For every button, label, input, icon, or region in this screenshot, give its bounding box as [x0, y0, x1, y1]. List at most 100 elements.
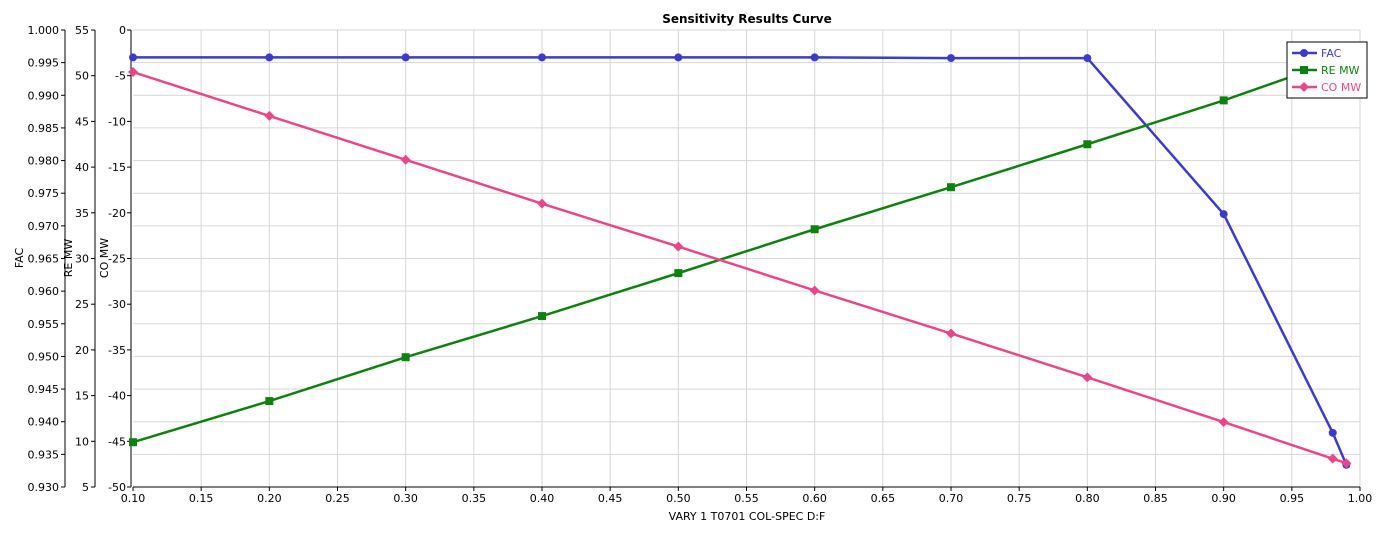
y-tick-label: 1.000 [28, 24, 60, 37]
y-tick-label: 5 [82, 481, 89, 494]
chart-title: Sensitivity Results Curve [662, 12, 832, 26]
x-tick-label: 0.85 [1143, 492, 1168, 505]
legend-item: FAC [1292, 47, 1342, 60]
grid-lines [133, 29, 1361, 487]
y-tick-label: 0.980 [28, 155, 60, 168]
data-point-re-mw [810, 225, 819, 234]
data-point-re-mw [1083, 140, 1092, 149]
series-layer [128, 53, 1352, 469]
y-tick-label: 15 [75, 390, 89, 403]
y-tick-label: -25 [108, 253, 126, 266]
data-point-re-mw [1219, 96, 1228, 105]
y-tick-label: -35 [108, 344, 126, 357]
data-point-re-mw [674, 269, 683, 278]
x-tick-label: 0.70 [939, 492, 964, 505]
x-tick-label: 0.35 [462, 492, 487, 505]
series-line [132, 70, 1347, 465]
data-point-re-mw [401, 353, 410, 362]
data-point-co-mw [1082, 372, 1093, 383]
legend-item: CO MW [1292, 81, 1361, 94]
x-tick-label: 0.95 [1280, 492, 1305, 505]
x-tick-label: 0.75 [1007, 492, 1032, 505]
x-tick-label: 0.90 [1211, 492, 1236, 505]
y-tick-label: 0.970 [28, 220, 60, 233]
data-point-fac [129, 53, 137, 62]
y-tick-label: -10 [108, 115, 126, 128]
y-axis-label-re-mw: RE MW [62, 239, 75, 278]
x-tick-label: 0.20 [257, 492, 282, 505]
y-tick-label: 35 [75, 207, 89, 220]
data-point-co-mw [264, 110, 275, 121]
x-tick-label: 0.25 [325, 492, 350, 505]
series-line [132, 56, 1347, 444]
legend-label: CO MW [1321, 81, 1361, 94]
y-tick-label: -40 [108, 390, 126, 403]
y-tick-label: 0.955 [28, 318, 60, 331]
x-tick-label: 0.45 [598, 492, 623, 505]
x-tick-label: 0.80 [1075, 492, 1100, 505]
y-tick-label: 0.965 [28, 253, 60, 266]
data-point-re-mw [265, 397, 274, 406]
legend: FAC RE MW CO MW [1286, 41, 1368, 99]
y-tick-label: 0.930 [28, 481, 60, 494]
y-tick-label: 30 [75, 253, 89, 266]
data-point-co-mw [537, 198, 547, 209]
y-tick-label: -45 [108, 435, 126, 448]
data-point-co-mw [1218, 417, 1229, 428]
data-point-fac [1219, 210, 1228, 219]
y-tick-label: 0.940 [28, 416, 60, 429]
y-tick-label: 0.975 [28, 187, 60, 200]
series-re-mw [129, 53, 1351, 447]
data-point-co-mw [1341, 458, 1352, 469]
data-point-co-mw [128, 67, 138, 78]
y-tick-label: -30 [108, 298, 126, 311]
series-fac [129, 53, 1351, 469]
y-tick-label: 0.935 [28, 448, 60, 461]
x-tick-label: 0.60 [802, 492, 827, 505]
data-point-co-mw [400, 154, 411, 165]
y-tick-label: 0 [119, 24, 126, 37]
x-axis-label: VARY 1 T0701 COL-SPEC D:F [669, 510, 826, 523]
y-tick-label: -50 [108, 481, 126, 494]
x-tick-label: 0.55 [734, 492, 759, 505]
data-point-re-mw [1300, 66, 1308, 74]
data-point-co-mw [809, 285, 820, 296]
legend-item: RE MW [1292, 64, 1360, 77]
data-point-fac [1083, 54, 1092, 63]
y-tick-label: 20 [75, 344, 89, 357]
y-tick-label: 0.995 [28, 57, 60, 70]
x-tick-label: 0.15 [189, 492, 214, 505]
data-point-fac [1300, 49, 1308, 57]
x-tick-label: 0.10 [121, 492, 146, 505]
y-axis-label-co-mw: CO MW [98, 238, 111, 278]
data-point-fac [947, 54, 955, 63]
data-point-co-mw [946, 328, 956, 339]
y-tick-label: 0.985 [28, 122, 60, 135]
x-tick-label: 0.30 [393, 492, 418, 505]
y-tick-label: 55 [75, 24, 89, 37]
data-point-fac [810, 53, 819, 62]
y-tick-label: 10 [75, 435, 89, 448]
data-point-co-mw [1299, 82, 1309, 92]
data-point-re-mw [129, 438, 137, 447]
y-tick-label: 40 [75, 161, 89, 174]
legend-label: FAC [1321, 47, 1342, 60]
data-point-fac [401, 53, 410, 62]
data-point-fac [1328, 428, 1337, 437]
x-tick-label: 0.40 [530, 492, 555, 505]
data-point-re-mw [947, 183, 955, 192]
legend-label: RE MW [1321, 64, 1360, 77]
data-point-co-mw [673, 241, 684, 252]
data-point-fac [538, 53, 546, 62]
data-point-co-mw [1327, 453, 1338, 464]
x-tick-label: 0.50 [666, 492, 691, 505]
x-tick-label: 0.65 [871, 492, 896, 505]
y-tick-label: -20 [108, 207, 126, 220]
series-co-mw [128, 67, 1352, 469]
y-tick-label: 0.945 [28, 383, 60, 396]
data-point-fac [674, 53, 683, 62]
data-point-re-mw [538, 312, 546, 321]
y-tick-label: -5 [115, 70, 126, 83]
y-tick-label: 45 [75, 115, 89, 128]
